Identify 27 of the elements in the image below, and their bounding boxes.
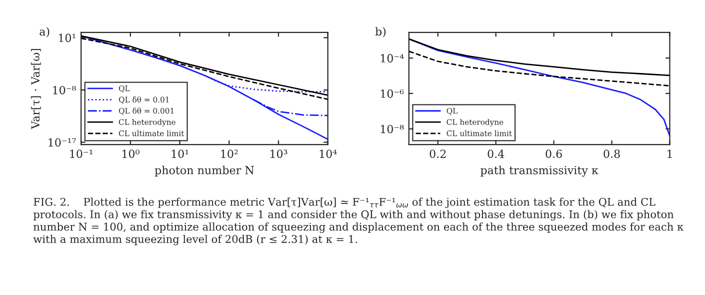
x-axis-title: photon number N <box>154 166 254 176</box>
y-axis-title: Var[τ] · Var[ω] <box>30 48 41 130</box>
y-tick-label: 10⁻⁸ <box>53 86 76 94</box>
y-tick-label: 10⁻⁴ <box>380 54 404 62</box>
caption: FIG. 2. Plotted is the performance metric Var[τ]Var[ω] ≃ F⁻¹$_{ττ}$F⁻¹$_{ωω}$ of the joint estimation task for the QL and CL protocols. In (a) we fix transmissivity κ = 1 and consider the QL with and without phase detunings. In (b) we fix photon number N = 100, and optimize allocation of squeezing and displacement on each of the three squeezed modes for each κ with a maximum squeezing level of 20dB (r ≤ 2.31) at κ = 1. <box>33 198 684 246</box>
x-tick-label: 10² <box>221 150 238 158</box>
line-series <box>408 38 670 137</box>
x-tick-label: 0.4 <box>488 150 504 158</box>
line-series <box>408 38 670 76</box>
x-tick-label: 1 <box>668 150 672 158</box>
y-tick-label: 10⁻¹⁷ <box>48 138 76 147</box>
x-tick-label: 10¹ <box>172 150 188 158</box>
y-tick-label: 10⁻⁶ <box>380 89 404 98</box>
x-tick-label: 10⁻¹ <box>70 150 92 158</box>
x-tick-label: 0.6 <box>546 150 562 158</box>
x-axis-title: path transmissivity κ <box>480 166 598 177</box>
line-series <box>408 50 670 87</box>
line-series <box>81 35 328 140</box>
y-tick-label: 10⁻⁸ <box>380 124 404 134</box>
x-tick-label: 10⁰ <box>122 150 140 158</box>
x-tick-label: 10³ <box>270 150 288 158</box>
x-tick-label: 0.2 <box>430 150 446 158</box>
x-tick-label: 10⁴ <box>320 150 337 158</box>
y-tick-label: 10¹ <box>58 34 76 42</box>
text: b) <box>375 27 386 38</box>
text: a) <box>40 27 50 38</box>
x-tick-label: 0.8 <box>604 150 620 158</box>
